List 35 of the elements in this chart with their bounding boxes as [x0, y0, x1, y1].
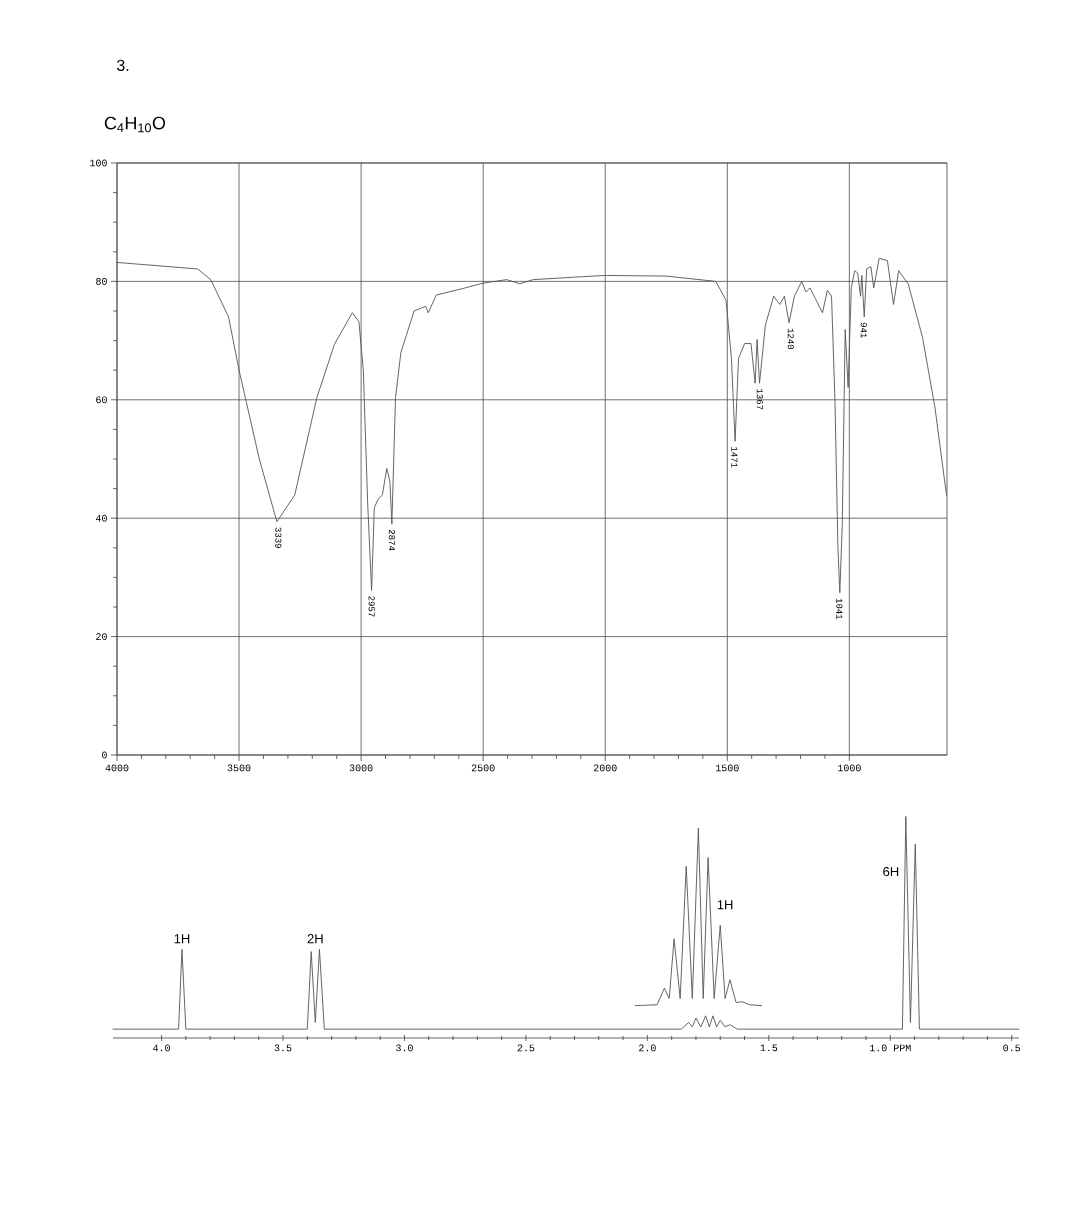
x-tick-label: 2.0: [639, 1044, 656, 1052]
annotation: 3339: [275, 527, 282, 548]
y-tick-label: 0: [102, 751, 107, 759]
x-tick-label: 2.5: [517, 1044, 535, 1052]
x-tick-label: 1.0 PPM: [869, 1044, 911, 1052]
y-tick-label: 60: [96, 396, 107, 404]
x-tick-label: 2500: [471, 764, 495, 772]
chart-subtitle: C$_{4}$H$_{10}$O: [104, 116, 166, 133]
x-tick-label: 1.5: [760, 1044, 778, 1052]
annotation: 1H: [717, 900, 733, 910]
x-tick-label: 3500: [227, 764, 251, 772]
x-tick-label: 0.5: [1003, 1044, 1021, 1052]
y-tick-label: 80: [96, 277, 107, 285]
x-tick-label: 3000: [349, 764, 373, 772]
chart-title: 3.: [116, 59, 129, 71]
annotation: 1367: [756, 389, 763, 410]
x-tick-label: 1500: [716, 764, 739, 772]
annotation: 2H: [307, 934, 323, 944]
x-tick-label: 3.0: [396, 1044, 413, 1052]
annotation: 1471: [731, 447, 738, 468]
annotation: 6H: [883, 867, 899, 877]
x-tick-label: 4.0: [153, 1044, 170, 1052]
y-tick-label: 40: [95, 514, 107, 522]
y-tick-label: 20: [96, 633, 107, 640]
annotation: 1H: [174, 934, 190, 944]
x-tick-label: 3.5: [274, 1044, 292, 1052]
x-tick-label: 4000: [105, 764, 129, 772]
annotation: 2957: [368, 596, 375, 617]
y-tick-label: 100: [90, 159, 107, 167]
annotation: 1041: [836, 598, 843, 620]
annotation: 2874: [388, 529, 395, 551]
x-tick-label: 2000: [593, 764, 617, 772]
annotation: 1240: [787, 328, 794, 350]
annotation: 941: [860, 322, 867, 338]
x-tick-label: 1000: [838, 764, 861, 772]
